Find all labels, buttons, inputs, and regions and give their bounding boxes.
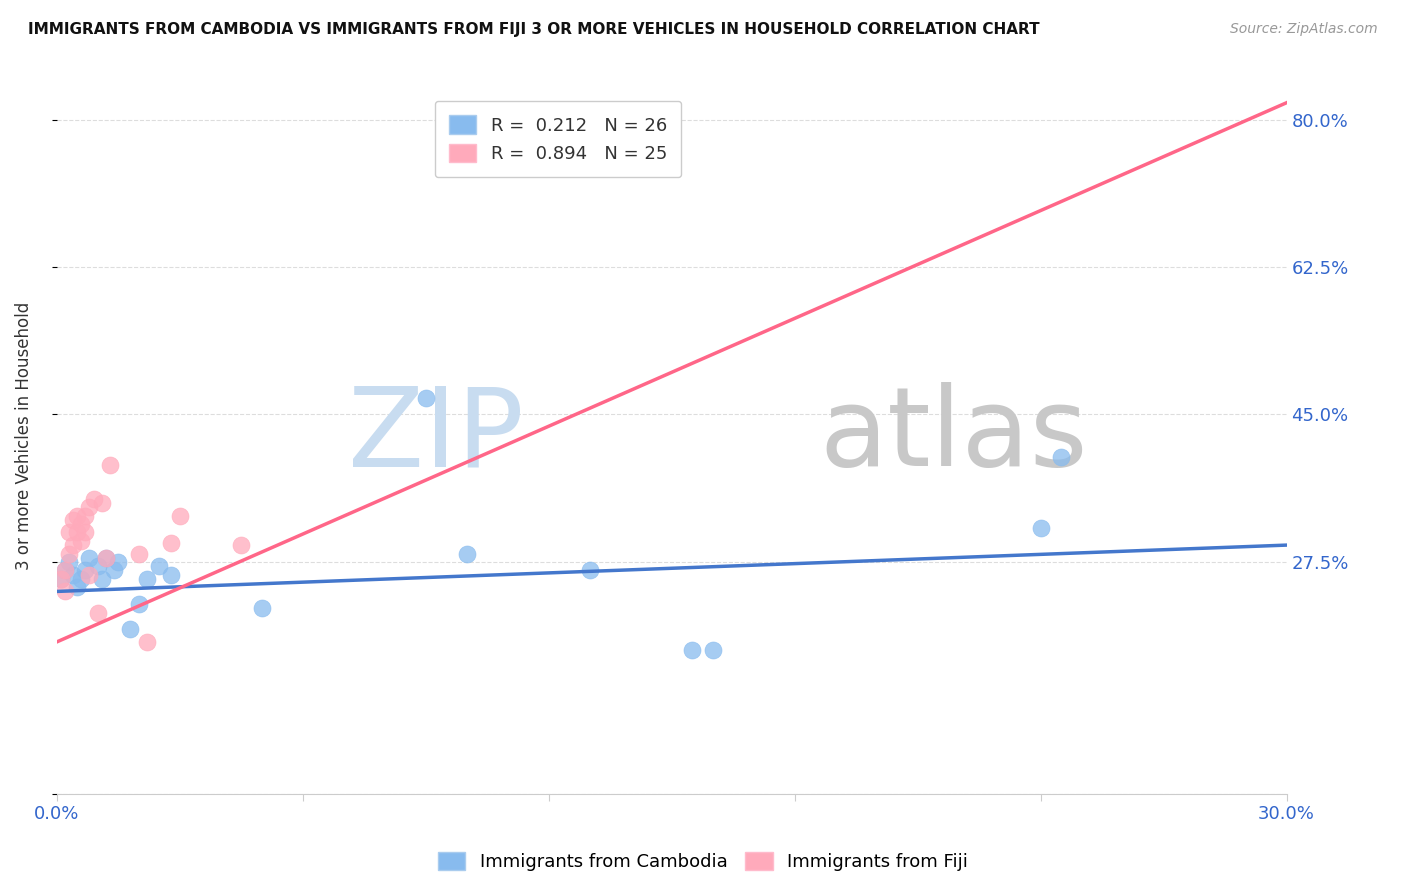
Text: ZIP: ZIP [349, 382, 524, 489]
Point [49, 572, 72, 586]
Point [79, 550, 101, 565]
Point [62, 538, 84, 552]
Point [1029, 521, 1052, 535]
Point [58, 547, 80, 561]
Point [94, 550, 117, 565]
Point [229, 538, 252, 552]
Text: atlas: atlas [820, 382, 1088, 489]
Point [90, 496, 112, 510]
Point [62, 567, 84, 582]
Point [103, 563, 125, 577]
Point [702, 643, 724, 657]
Point [79, 500, 101, 515]
Point [79, 567, 101, 582]
Point [169, 508, 191, 523]
Point [53, 584, 76, 599]
Point [681, 643, 703, 657]
Point [53, 563, 76, 577]
Point [75, 508, 97, 523]
Point [128, 547, 150, 561]
Point [66, 508, 89, 523]
Point [70, 533, 93, 548]
Point [49, 572, 72, 586]
Point [75, 525, 97, 540]
Point [120, 623, 142, 637]
Point [98, 458, 121, 472]
Point [62, 513, 84, 527]
Legend: R =  0.212   N = 26, R =  0.894   N = 25: R = 0.212 N = 26, R = 0.894 N = 25 [434, 101, 682, 178]
Point [94, 550, 117, 565]
Point [415, 391, 437, 405]
Point [90, 572, 112, 586]
Y-axis label: 3 or more Vehicles in Household: 3 or more Vehicles in Household [15, 301, 32, 570]
Point [160, 535, 183, 549]
Point [135, 572, 157, 586]
Point [160, 567, 183, 582]
Point [135, 635, 157, 649]
Point [58, 555, 80, 569]
Point [128, 597, 150, 611]
Point [83, 491, 105, 506]
Point [70, 572, 93, 586]
Text: Source: ZipAtlas.com: Source: ZipAtlas.com [1230, 22, 1378, 37]
Point [75, 563, 97, 577]
Point [53, 563, 76, 577]
Point [456, 547, 478, 561]
Point [86, 606, 108, 620]
Point [1050, 450, 1073, 464]
Point [578, 563, 600, 577]
Point [107, 555, 129, 569]
Point [250, 601, 273, 615]
Point [86, 559, 108, 574]
Point [66, 525, 89, 540]
Text: IMMIGRANTS FROM CAMBODIA VS IMMIGRANTS FROM FIJI 3 OR MORE VEHICLES IN HOUSEHOLD: IMMIGRANTS FROM CAMBODIA VS IMMIGRANTS F… [28, 22, 1040, 37]
Point [58, 525, 80, 540]
Point [66, 580, 89, 594]
Point [70, 516, 93, 531]
Point [148, 559, 170, 574]
Legend: Immigrants from Cambodia, Immigrants from Fiji: Immigrants from Cambodia, Immigrants fro… [430, 845, 976, 879]
